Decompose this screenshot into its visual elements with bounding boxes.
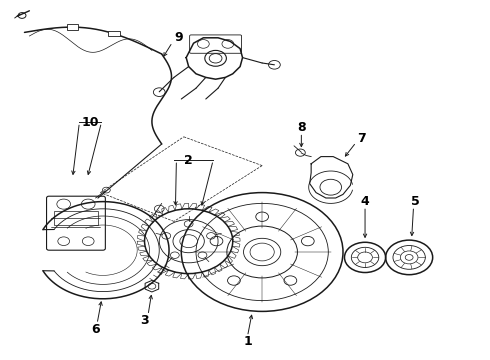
- Bar: [54, 211, 98, 225]
- Text: 5: 5: [411, 195, 420, 208]
- Text: 9: 9: [174, 31, 183, 44]
- Bar: [108, 31, 120, 36]
- Bar: [67, 24, 78, 30]
- Text: 2: 2: [184, 154, 193, 167]
- Text: 3: 3: [140, 314, 149, 327]
- Text: 7: 7: [357, 132, 366, 145]
- Text: 8: 8: [297, 121, 306, 134]
- Text: 4: 4: [361, 195, 369, 208]
- Text: 6: 6: [91, 323, 100, 336]
- Text: 10: 10: [82, 116, 99, 129]
- Text: 1: 1: [243, 335, 252, 348]
